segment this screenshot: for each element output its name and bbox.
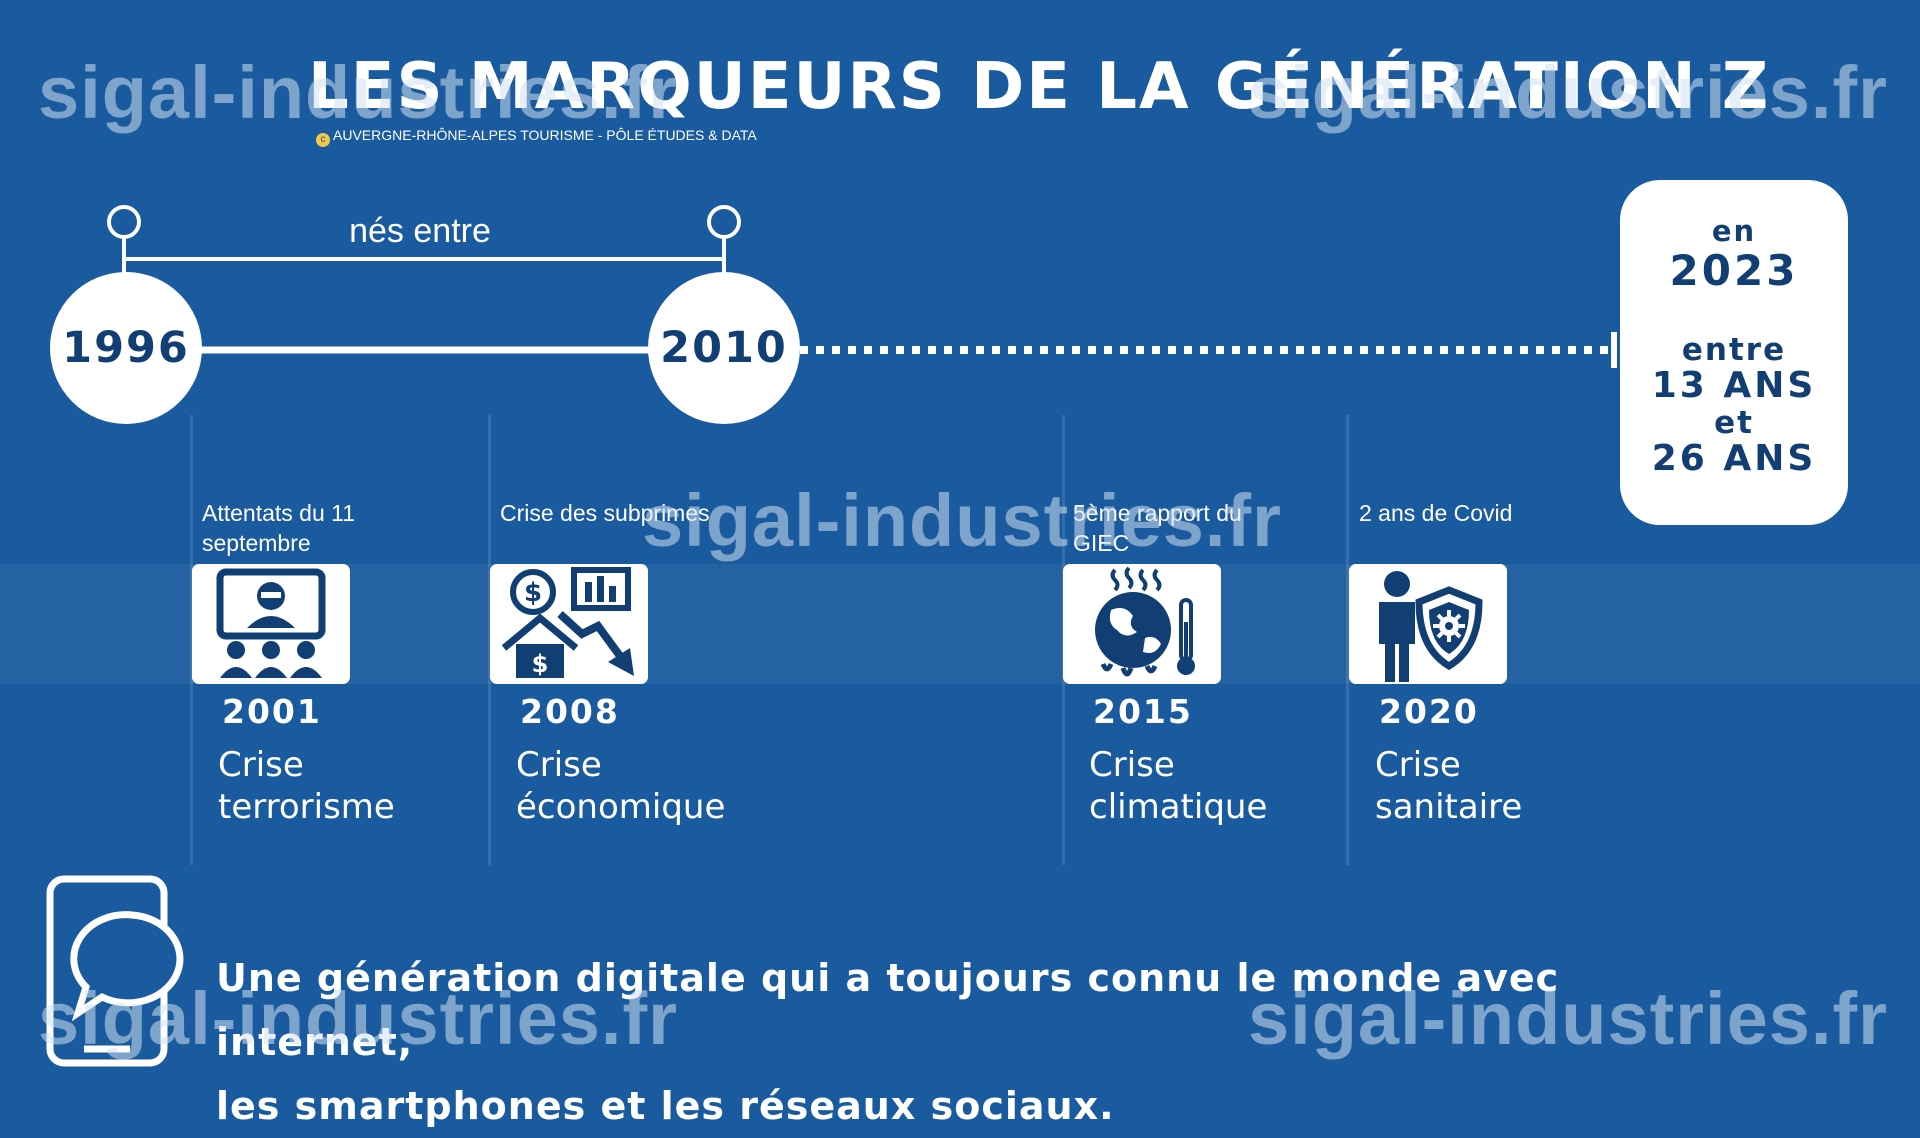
event-crisis: Crise économique xyxy=(516,744,756,828)
smartphone-chat-icon xyxy=(46,875,184,1067)
age-box-year: 2023 xyxy=(1669,246,1799,295)
crisis-line1: Crise xyxy=(1089,745,1175,785)
event-divider xyxy=(190,415,193,865)
top-bracket-right-pin xyxy=(707,205,741,239)
digital-generation-statement: Une génération digitale qui a toujours c… xyxy=(216,946,1736,1138)
svg-text:$: $ xyxy=(532,650,549,678)
crisis-line2: sanitaire xyxy=(1375,787,1523,827)
melting-globe-icon xyxy=(1095,566,1195,677)
age-box-and: et xyxy=(1714,405,1754,441)
age-box-in: en xyxy=(1711,214,1757,248)
event-icon-box xyxy=(1063,564,1221,684)
event-crisis: Crise climatique xyxy=(1089,744,1329,828)
crisis-line1: Crise xyxy=(516,745,602,785)
credit-line: c AUVERGNE-RHÔNE-ALPES TOURISME - PÔLE ÉT… xyxy=(316,127,757,147)
event-crisis: Crise terrorisme xyxy=(218,744,458,828)
age-box-between: entre xyxy=(1681,332,1787,368)
statement-line1: Une génération digitale qui a toujours c… xyxy=(216,956,1560,1064)
event-icon-box xyxy=(192,564,350,684)
copyright-icon: c xyxy=(316,133,330,147)
crisis-line2: terrorisme xyxy=(218,787,395,827)
event-icon-box: $ $ xyxy=(490,564,648,684)
crisis-line2: économique xyxy=(516,787,726,827)
event-year: 2015 xyxy=(1093,692,1193,731)
event-year: 2008 xyxy=(520,692,620,731)
credit-text: AUVERGNE-RHÔNE-ALPES TOURISME - PÔLE ÉTU… xyxy=(333,127,757,143)
svg-text:$: $ xyxy=(524,578,542,608)
event-kicker: Crise des subprimes xyxy=(500,500,710,526)
economy-crash-icon: $ $ xyxy=(501,567,634,678)
event-crisis: Crise sanitaire xyxy=(1375,744,1615,828)
infographic: LES MARQUEURS DE LA GÉNÉRATION Z c AUVERG… xyxy=(0,50,1920,1128)
timeline-connectors xyxy=(107,205,1617,368)
end-year-circle: 2010 xyxy=(648,272,800,424)
event-year: 2020 xyxy=(1379,692,1479,731)
page-title: LES MARQUEURS DE LA GÉNÉRATION Z xyxy=(308,50,1771,124)
event-divider xyxy=(488,415,491,865)
health-shield-icon xyxy=(1379,571,1483,682)
age-box: en 2023 entre 13 ANS et 26 ANS xyxy=(1620,180,1848,525)
event-kicker: 5ème rapport du GIEC xyxy=(1073,500,1242,556)
terrorism-icon xyxy=(216,568,326,678)
start-year-circle: 1996 xyxy=(50,272,202,424)
crisis-line1: Crise xyxy=(218,745,304,785)
age-box-max-age: 26 ANS xyxy=(1651,438,1817,479)
age-box-min-age: 13 ANS xyxy=(1651,365,1817,406)
crisis-line1: Crise xyxy=(1375,745,1461,785)
event-divider xyxy=(1346,415,1349,865)
event-icon-box xyxy=(1349,564,1507,684)
event-kicker: 2 ans de Covid xyxy=(1359,500,1513,526)
event-year: 2001 xyxy=(222,692,322,731)
born-between-label: nés entre xyxy=(349,212,491,250)
statement-line2: les smartphones et les réseaux sociaux. xyxy=(216,1084,1115,1128)
event-kicker: Attentats du 11 septembre xyxy=(202,500,356,556)
crisis-line2: climatique xyxy=(1089,787,1268,827)
top-bracket-left-pin xyxy=(107,205,141,239)
